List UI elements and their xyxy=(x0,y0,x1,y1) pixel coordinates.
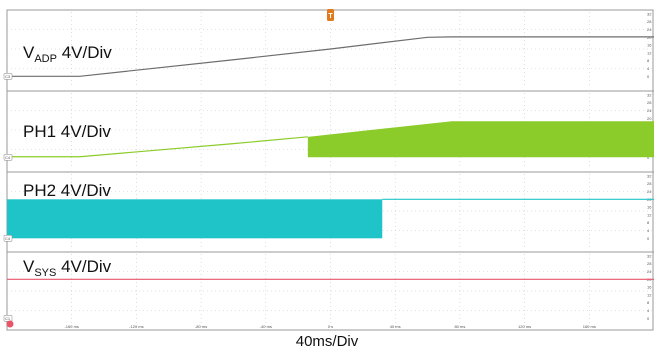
y-tick-label: 24 xyxy=(647,269,652,274)
x-tick-label: 40 ms xyxy=(390,324,401,329)
y-tick-label: 32 xyxy=(647,92,652,97)
x-tick-label: -40 ms xyxy=(260,324,272,329)
channel-marker-icon xyxy=(3,154,13,161)
x-tick-label: -80 ms xyxy=(195,324,207,329)
x-tick-label: -120 ms xyxy=(129,324,143,329)
trace-label: VADP 4V/Div xyxy=(23,43,112,65)
y-tick-label: 8 xyxy=(647,58,650,63)
y-tick-label: 4 xyxy=(647,228,650,233)
trigger-marker-icon xyxy=(327,9,334,21)
y-tick-label: 0 xyxy=(647,316,650,321)
channel-marker: C4 xyxy=(5,236,11,241)
y-tick-label: 12 xyxy=(647,292,652,297)
x-tick-label: 0 s xyxy=(328,324,333,329)
trace-line xyxy=(7,136,308,158)
channel-marker-icon xyxy=(3,73,13,80)
y-tick-label: 12 xyxy=(647,50,652,55)
trace-label: VSYS 4V/Div xyxy=(23,257,112,279)
y-tick-label: 16 xyxy=(647,43,652,48)
y-tick-label: 0 xyxy=(647,236,650,241)
y-tick-label: 32 xyxy=(647,253,652,258)
panel-2: 322824201612840C4PH1 4V/Div xyxy=(3,90,654,167)
y-tick-label: 28 xyxy=(647,261,652,266)
channel-1-marker-icon xyxy=(6,320,14,328)
y-tick-label: 32 xyxy=(647,11,652,16)
channel-marker-icon xyxy=(3,235,13,242)
switching-waveform xyxy=(307,121,654,158)
switching-waveform xyxy=(7,199,383,239)
y-tick-label: 32 xyxy=(647,173,652,178)
x-tick-label: 80 ms xyxy=(454,324,465,329)
y-tick-label: 24 xyxy=(647,108,652,113)
trace-label: PH2 4V/Div xyxy=(23,181,111,200)
y-tick-label: 16 xyxy=(647,205,652,210)
y-tick-label: 4 xyxy=(647,66,650,71)
channel-marker: C3 xyxy=(5,74,11,79)
trigger-marker: T xyxy=(328,13,333,20)
y-tick-label: 24 xyxy=(647,27,652,32)
y-tick-label: 28 xyxy=(647,100,652,105)
x-tick-label: -160 ms xyxy=(64,324,78,329)
y-tick-label: 16 xyxy=(647,285,652,290)
y-tick-label: 8 xyxy=(647,220,650,225)
y-tick-label: 20 xyxy=(647,116,652,121)
trace-line xyxy=(7,36,654,77)
channel-marker: C4 xyxy=(5,155,11,160)
x-tick-label: 120 ms xyxy=(518,324,531,329)
y-tick-label: 28 xyxy=(647,181,652,186)
y-tick-label: 0 xyxy=(647,74,650,79)
x-axis-label: 40ms/Div xyxy=(295,333,359,350)
y-tick-label: 24 xyxy=(647,189,652,194)
y-tick-label: 8 xyxy=(647,300,650,305)
x-tick-label: 160 ms xyxy=(583,324,596,329)
channel-marker: C1 xyxy=(5,316,11,321)
y-tick-label: 4 xyxy=(647,308,650,313)
y-tick-label: 28 xyxy=(647,19,652,24)
y-tick-label: 12 xyxy=(647,212,652,217)
trace-label: PH1 4V/Div xyxy=(23,122,111,141)
